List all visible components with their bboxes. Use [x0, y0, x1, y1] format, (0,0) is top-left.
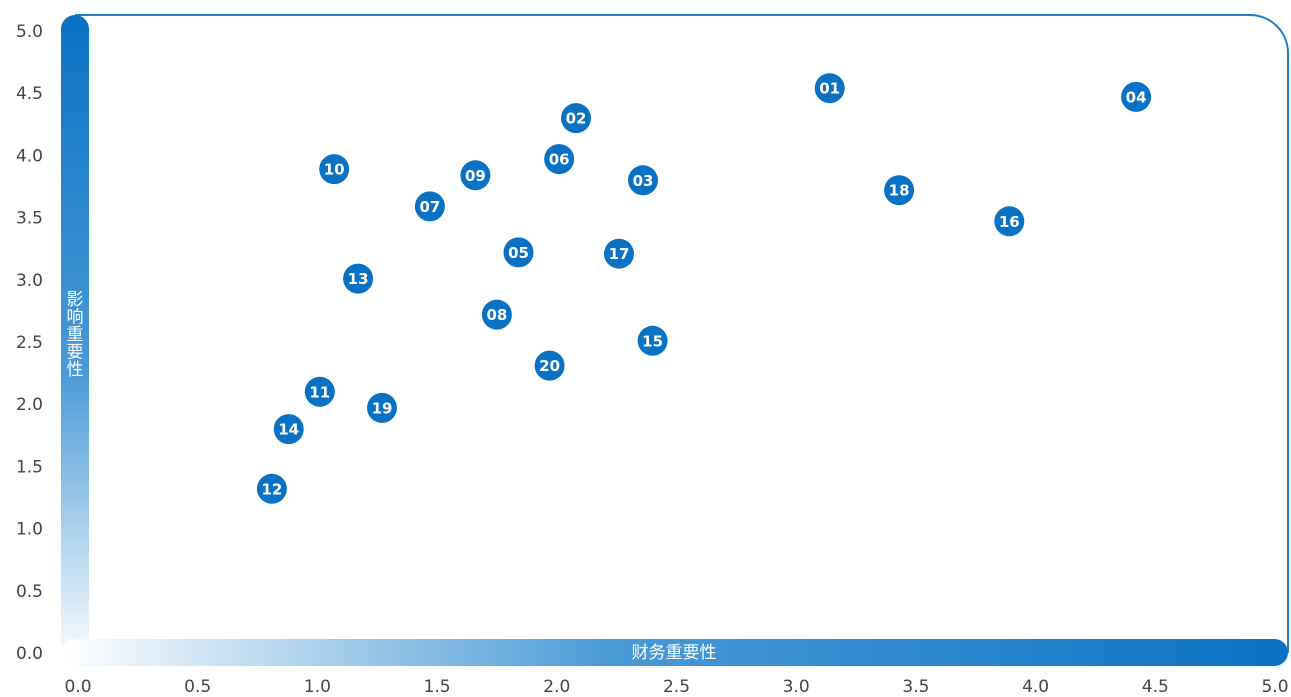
y-axis-title: 影响重要性: [67, 290, 84, 380]
data-point-label: 11: [309, 383, 330, 401]
data-point-marker: [273, 414, 304, 445]
data-point-marker: [460, 160, 491, 191]
data-point-label: 12: [261, 480, 282, 498]
data-point: 14: [273, 414, 304, 445]
data-point: 04: [1121, 81, 1152, 112]
data-point-marker: [319, 154, 350, 185]
data-point-marker: [994, 206, 1025, 237]
y-tick-label: 4.0: [16, 146, 43, 166]
data-point: 12: [256, 473, 287, 504]
data-point-label: 08: [486, 306, 507, 324]
data-point-marker: [503, 237, 534, 268]
y-axis-title-char: 重: [67, 325, 84, 345]
y-tick-label: 1.0: [16, 520, 43, 540]
data-point-marker: [256, 473, 287, 504]
data-point-marker: [884, 175, 915, 206]
data-point-label: 02: [566, 110, 587, 128]
data-point-marker: [1121, 81, 1152, 112]
x-tick-label: 1.5: [424, 677, 451, 697]
data-point-marker: [481, 299, 512, 330]
y-axis-title-char: 要: [67, 343, 84, 363]
x-tick-label: 5.0: [1261, 677, 1288, 697]
x-tick-label: 1.0: [304, 677, 331, 697]
data-point-label: 14: [278, 421, 299, 439]
data-point: 02: [561, 103, 591, 134]
y-axis-title-char: 性: [67, 360, 84, 380]
data-point-marker: [814, 73, 845, 104]
y-tick-label: 2.5: [16, 333, 43, 353]
x-axis-ticks: 0.0 0.5 1.0 1.5 2.0 2.5 3.0 3.5 4.0 4.5 5.0: [64, 677, 1288, 697]
data-points: 01 02 03 04 05 06 07 08 09 10 11 12 13 14 15 16 17 18 19 20: [256, 73, 1152, 504]
y-tick-label: 0.0: [16, 644, 43, 664]
x-axis-bar: [61, 639, 1288, 666]
plot-frame: [75, 14, 1289, 653]
data-point-label: 13: [348, 270, 369, 288]
y-axis-title-char: 影: [67, 290, 84, 310]
data-point-label: 05: [508, 244, 529, 262]
y-tick-label: 3.0: [16, 271, 43, 291]
data-point: 20: [534, 350, 565, 381]
data-point-marker: [561, 103, 591, 134]
y-tick-label: 1.5: [16, 457, 43, 477]
data-point-label: 15: [642, 332, 663, 350]
x-axis-title: 财务重要性: [632, 643, 717, 663]
y-axis-title-char: 响: [67, 308, 84, 328]
data-point: 07: [414, 191, 445, 222]
data-point-marker: [343, 263, 374, 294]
data-point-marker: [304, 376, 335, 407]
data-point: 01: [814, 73, 845, 104]
y-axis-bar: [61, 15, 89, 666]
data-point-marker: [544, 144, 575, 175]
data-point-marker: [604, 238, 634, 269]
data-point: 19: [367, 392, 397, 423]
y-tick-label: 2.0: [16, 395, 43, 415]
data-point-label: 17: [609, 245, 630, 263]
y-axis-ticks: 0.0 0.5 1.0 1.5 2.0 2.5 3.0 3.5 4.0 4.5 5.0: [16, 22, 43, 664]
data-point: 16: [994, 206, 1025, 237]
data-point-label: 09: [465, 167, 486, 185]
data-point: 03: [628, 165, 658, 196]
data-point: 06: [544, 144, 575, 175]
data-point-label: 07: [419, 198, 440, 216]
x-tick-label: 4.0: [1022, 677, 1049, 697]
data-point: 10: [319, 154, 350, 185]
x-tick-label: 2.0: [543, 677, 570, 697]
x-tick-label: 0.0: [64, 677, 91, 697]
data-point-label: 04: [1126, 88, 1147, 106]
data-point-marker: [534, 350, 565, 381]
y-tick-label: 3.5: [16, 209, 43, 229]
data-point: 13: [343, 263, 374, 294]
data-point: 05: [503, 237, 534, 268]
data-point: 09: [460, 160, 491, 191]
y-tick-label: 5.0: [16, 22, 43, 42]
x-tick-label: 4.5: [1142, 677, 1169, 697]
data-point-label: 01: [819, 80, 840, 98]
data-point-marker: [414, 191, 445, 222]
data-point: 15: [637, 325, 668, 356]
x-tick-label: 0.5: [184, 677, 211, 697]
x-tick-label: 2.5: [663, 677, 690, 697]
data-point: 17: [604, 238, 634, 269]
data-point-label: 19: [372, 399, 393, 417]
data-point-label: 16: [999, 213, 1020, 231]
data-point-label: 20: [539, 357, 560, 375]
x-tick-label: 3.0: [783, 677, 810, 697]
data-point-label: 10: [324, 161, 345, 179]
data-point-label: 06: [549, 151, 570, 169]
data-point-marker: [637, 325, 668, 356]
data-point-marker: [367, 392, 397, 423]
data-point: 11: [304, 376, 335, 407]
data-point-marker: [628, 165, 658, 196]
y-tick-label: 0.5: [16, 582, 43, 602]
data-point-label: 03: [633, 172, 654, 190]
x-tick-label: 3.5: [902, 677, 929, 697]
data-point: 08: [481, 299, 512, 330]
data-point-label: 18: [889, 182, 910, 200]
data-point: 18: [884, 175, 915, 206]
y-tick-label: 4.5: [16, 84, 43, 104]
